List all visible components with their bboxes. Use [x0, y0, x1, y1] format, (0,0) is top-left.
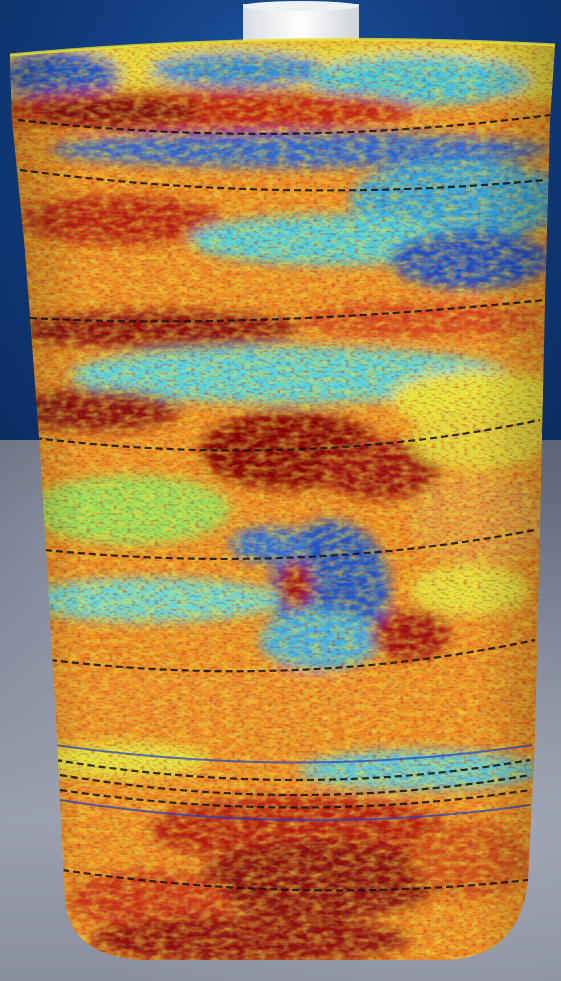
- core-body: [10, 39, 555, 960]
